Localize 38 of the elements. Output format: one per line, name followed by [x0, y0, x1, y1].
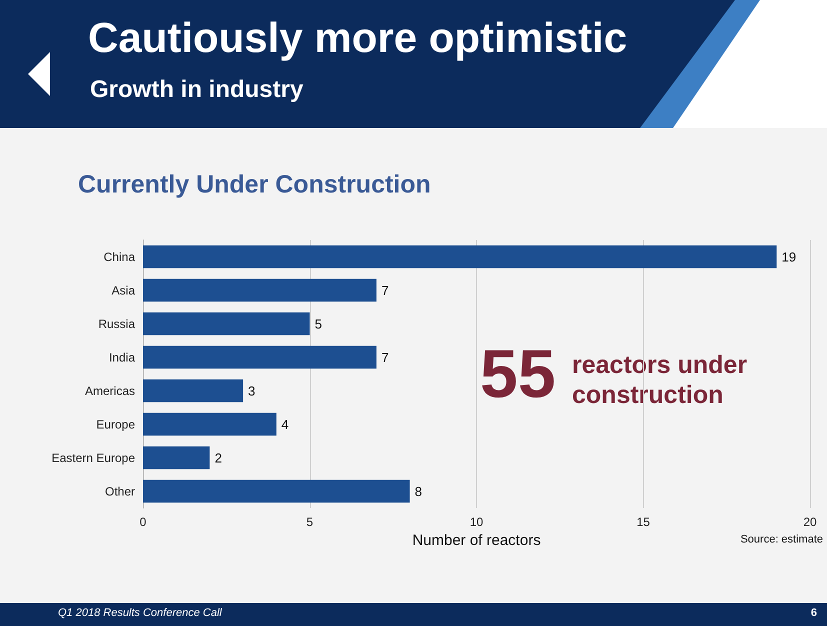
data-label: 4 — [281, 416, 289, 432]
text: 6 — [810, 607, 817, 619]
x-axis-title: Number of reactors — [412, 532, 541, 549]
data-label: 2 — [214, 450, 222, 466]
x-tick-label: 20 — [803, 515, 817, 529]
data-label: 3 — [248, 383, 256, 398]
data-label: 19 — [782, 249, 796, 264]
chart-title: Cautiously more optimistic — [88, 14, 628, 62]
bar — [143, 346, 376, 369]
chart-subtitle: Growth in industry — [90, 76, 304, 104]
x-tick-label: 15 — [636, 515, 650, 529]
bar — [143, 480, 410, 503]
y-tick-label: Russia — [98, 316, 136, 331]
x-tick-label: 5 — [306, 515, 314, 529]
y-tick-label: Europe — [96, 417, 136, 432]
data-label: 7 — [381, 350, 389, 365]
source-note: Source: estimate — [740, 534, 824, 546]
x-tick-label: 10 — [470, 515, 484, 529]
y-tick-label: China — [104, 250, 136, 264]
y-tick-label: Eastern Europe — [52, 450, 136, 465]
text: Q1 2018 Results Conference Call — [58, 607, 222, 619]
annotation: reactors under construction — [572, 351, 754, 409]
annotation: 55 — [480, 336, 556, 412]
x-tick-label: 0 — [140, 515, 147, 529]
text: Currently Under Construction — [78, 170, 431, 198]
data-label: 5 — [314, 316, 322, 332]
bar — [143, 312, 310, 336]
y-tick-label: Americas — [84, 384, 135, 398]
bar — [143, 446, 210, 470]
y-tick-label: Other — [104, 484, 135, 498]
data-label: 8 — [414, 484, 422, 499]
data-label: 7 — [381, 282, 389, 298]
y-tick-label: Asia — [112, 283, 136, 298]
y-tick-label: India — [108, 350, 136, 364]
bar — [143, 245, 777, 268]
bar — [143, 379, 244, 402]
bar — [143, 412, 276, 436]
bar — [143, 278, 376, 302]
